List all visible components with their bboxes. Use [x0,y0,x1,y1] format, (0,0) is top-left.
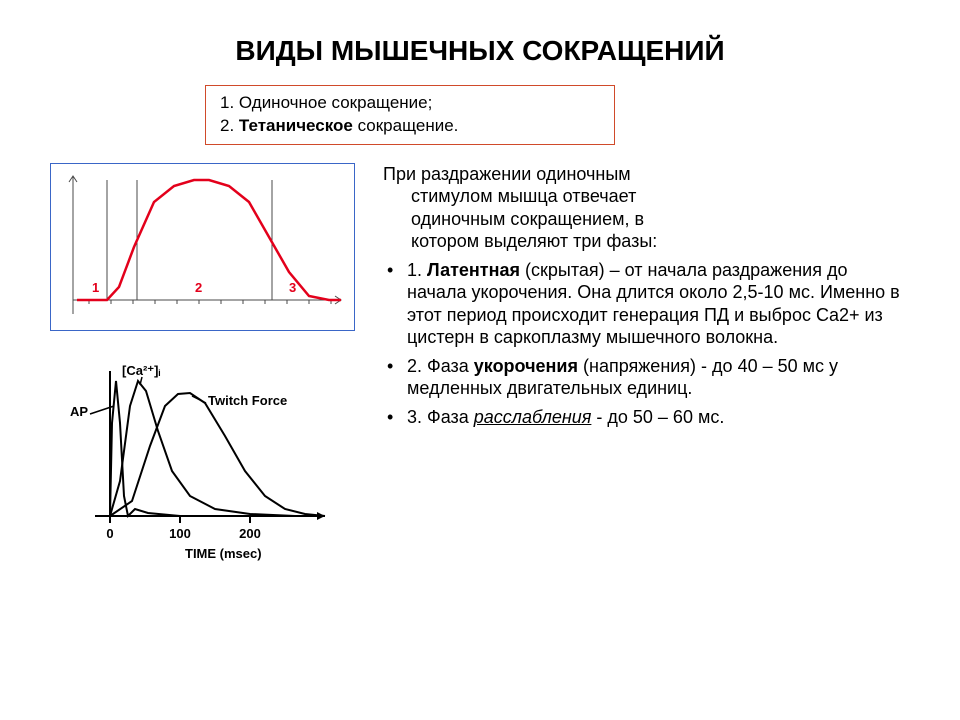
svg-text:1: 1 [92,280,99,295]
b3-em: расслабления [474,407,592,427]
intro-l1: При раздражении одиночным [383,163,910,186]
svg-text:3: 3 [289,280,296,295]
legend-2-rest: сокращение. [353,116,459,135]
b3-post: - до 50 – 60 мс. [591,407,724,427]
legend-1-text: Одиночное сокращение; [239,93,432,112]
intro-l4: котором выделяют три фазы: [383,230,910,253]
svg-text:100: 100 [169,526,191,541]
b1-pre: 1. [407,260,427,280]
legend-2-num: 2. [220,116,234,135]
b2-bold: укорочения [474,356,578,376]
bullet-2: 2. Фаза укорочения (напряжения) - до 40 … [383,355,910,400]
svg-text:AP: AP [70,404,88,419]
chart-single-twitch: 1 2 3 [50,163,355,331]
intro-l3: одиночным сокращением, в [383,208,910,231]
legend-item-1: 1. Одиночное сокращение; [220,92,600,115]
b1-bold: Латентная [427,260,520,280]
bullet-1: 1. Латентная (скрытая) – от начала раздр… [383,259,910,349]
bullet-3: 3. Фаза расслабления - до 50 – 60 мс. [383,406,910,429]
legend-1-num: 1. [220,93,234,112]
svg-text:0: 0 [106,526,113,541]
svg-text:200: 200 [239,526,261,541]
svg-text:2: 2 [195,280,202,295]
b2-pre: 2. Фаза [407,356,474,376]
intro-l2: стимулом мышца отвечает [383,185,910,208]
svg-text:[Ca²⁺]ᵢ: [Ca²⁺]ᵢ [122,363,160,378]
legend-item-2: 2. Тетаническое сокращение. [220,115,600,138]
slide-title: ВИДЫ МЫШЕЧНЫХ СОКРАЩЕНИЙ [50,35,910,67]
body-text: При раздражении одиночным стимулом мышца… [383,163,910,571]
b3-pre: 3. Фаза [407,407,474,427]
chart-ap-ca-twitch: 0 100 200 TIME (msec) AP [Ca²⁺]ᵢ Twitch Force [50,361,355,571]
svg-text:TIME (msec): TIME (msec) [185,546,262,561]
legend-2-bold: Тетаническое [239,116,353,135]
legend-box: 1. Одиночное сокращение; 2. Тетаническое… [205,85,615,145]
svg-text:Twitch Force: Twitch Force [208,393,287,408]
intro-text: При раздражении одиночным стимулом мышца… [383,163,910,253]
